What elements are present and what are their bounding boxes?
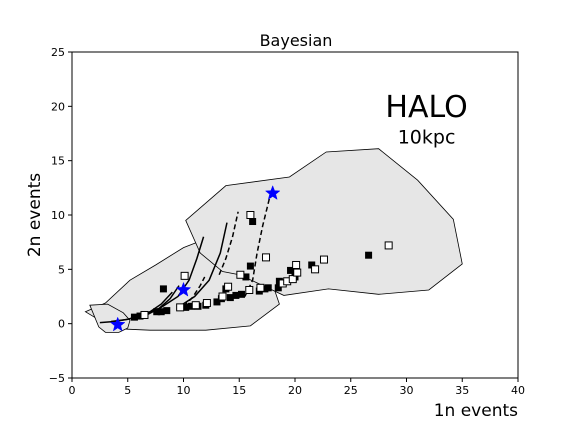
filled-square-point	[264, 284, 272, 292]
x-tick-label: 35	[455, 384, 469, 397]
filled-square-point	[287, 266, 295, 274]
y-tick-label: 25	[51, 46, 65, 59]
open-square-point	[180, 271, 189, 280]
open-square-point	[319, 255, 328, 264]
dashed-curve	[218, 211, 239, 276]
open-square-point	[311, 265, 320, 274]
filled-square-point	[153, 308, 161, 316]
filled-square-point	[213, 298, 221, 306]
open-square-point	[176, 303, 185, 312]
filled-square-point	[365, 251, 373, 259]
x-axis-label: 1n events	[434, 401, 518, 421]
filled-square-point	[232, 291, 240, 299]
open-square-point	[384, 241, 393, 250]
y-tick-label: 10	[51, 209, 65, 222]
open-square-point	[293, 268, 302, 277]
region-polygon	[185, 148, 463, 296]
y-tick-label: 20	[51, 100, 65, 113]
filled-square-point	[157, 308, 165, 316]
star-point	[264, 185, 281, 200]
x-tick-label: 15	[232, 384, 246, 397]
x-tick-label: 20	[288, 384, 302, 397]
x-tick-label: 5	[124, 384, 131, 397]
filled-square-point	[163, 307, 171, 315]
open-square-point	[140, 310, 149, 319]
filled-square-point	[136, 312, 144, 320]
dashed-curve	[182, 276, 206, 307]
filled-square-point	[226, 294, 234, 302]
y-tick-label: 15	[51, 155, 65, 168]
open-square-point	[292, 260, 301, 269]
y-tick-label: 0	[58, 318, 65, 331]
filled-square-point	[246, 262, 254, 270]
y-tick-label: 5	[58, 263, 65, 276]
open-square-point	[246, 211, 255, 219]
open-square-point	[256, 283, 265, 292]
region-polygons	[84, 148, 463, 333]
open-square-point	[224, 282, 233, 291]
filled-square-point	[242, 273, 250, 281]
open-square-point	[245, 285, 254, 294]
filled-square-point	[130, 313, 138, 321]
y-axis-label: 2n events	[25, 173, 45, 257]
star-markers	[109, 185, 281, 332]
data-points	[130, 211, 393, 321]
filled-square-point	[187, 302, 195, 310]
annotation-distance: 10kpc	[398, 126, 456, 148]
y-tick-label: −5	[49, 372, 65, 385]
open-square-point	[202, 299, 211, 308]
open-square-point	[288, 275, 297, 284]
x-tick-label: 40	[511, 384, 525, 397]
filled-square-point	[308, 261, 316, 269]
filled-square-point	[237, 290, 245, 298]
open-square-point	[191, 301, 200, 310]
x-tick-label: 25	[344, 384, 358, 397]
filled-square-point	[182, 303, 190, 311]
x-tick-label: 0	[69, 384, 76, 397]
filled-square-point	[159, 285, 167, 293]
axis-ticks: 0 5 10 15 20 25 30 35 40 −5 0 5 10 15 20 25	[49, 46, 525, 397]
chart-title: Bayesian	[260, 31, 333, 50]
filled-square-point	[249, 218, 257, 226]
dashed-curve	[244, 198, 271, 297]
filled-square-point	[274, 284, 282, 292]
star-point	[175, 281, 192, 297]
open-square-point	[218, 292, 227, 301]
star-point	[109, 316, 126, 332]
annotation-halo: HALO	[385, 90, 467, 125]
open-square-point	[236, 270, 245, 279]
x-tick-label: 30	[400, 384, 414, 397]
open-square-point	[262, 253, 271, 262]
x-tick-label: 10	[177, 384, 191, 397]
